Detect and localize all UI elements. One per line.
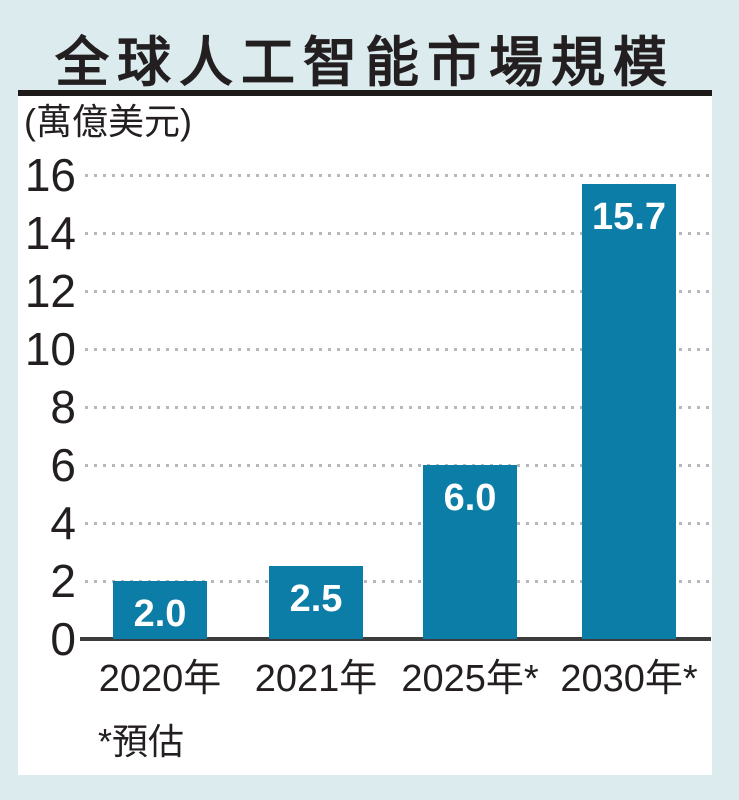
chart-title: 全球人工智能市場規模: [55, 33, 675, 93]
x-axis-category-label-2025年*: 2025年*: [401, 658, 539, 700]
y-axis-tick-label-6: 6: [50, 439, 76, 491]
y-axis-tick-label-14: 14: [24, 207, 76, 259]
gridline-12: [85, 290, 711, 293]
y-axis-tick-label-12: 12: [24, 265, 76, 317]
gridline-6: [85, 464, 711, 467]
gridline-10: [85, 348, 711, 351]
bar-value-label-2025年*: 6.0: [443, 477, 497, 519]
bar-2030年*: [582, 184, 676, 639]
x-axis-category-label-2030年*: 2030年*: [560, 658, 698, 700]
y-axis-tick-label-2: 2: [50, 555, 76, 607]
gridline-8: [85, 406, 711, 409]
bar-value-label-2020年: 2.0: [133, 593, 187, 635]
y-axis-tick-label-16: 16: [24, 149, 76, 201]
gridline-2: [85, 580, 711, 583]
footnote-estimate-note: *預估: [98, 721, 185, 762]
bar-chart-plot-area: 0 2 4 6 8 10 12 14 16 2.0 2020年 2.5 2021年 6.0 2025年* 15…: [18, 96, 712, 775]
y-axis-tick-label-8: 8: [50, 381, 76, 433]
y-axis-unit-label: (萬億美元): [24, 101, 192, 142]
x-axis-line: [80, 637, 711, 641]
title-divider-rule: [18, 90, 712, 96]
y-axis-tick-label-4: 4: [50, 497, 76, 549]
gridline-4: [85, 522, 711, 525]
gridline-14: [85, 232, 711, 235]
y-axis-tick-label-10: 10: [24, 323, 76, 375]
bar-value-label-2030年*: 15.7: [592, 196, 666, 238]
chart-card: (萬億美元) 0 2 4 6 8 10 12 14 16 2.0 2020年 2.5 2021年 6.0 2…: [18, 96, 712, 775]
bar-2021年: [269, 566, 363, 639]
x-axis-category-label-2020年: 2020年: [98, 658, 222, 700]
x-axis-category-label-2021年: 2021年: [254, 658, 378, 700]
gridline-16: [85, 174, 711, 177]
bar-2025年*: [423, 465, 517, 639]
bar-2020年: [113, 581, 207, 639]
bar-value-label-2021年: 2.5: [289, 578, 343, 620]
y-axis-tick-label-0: 0: [50, 613, 76, 665]
